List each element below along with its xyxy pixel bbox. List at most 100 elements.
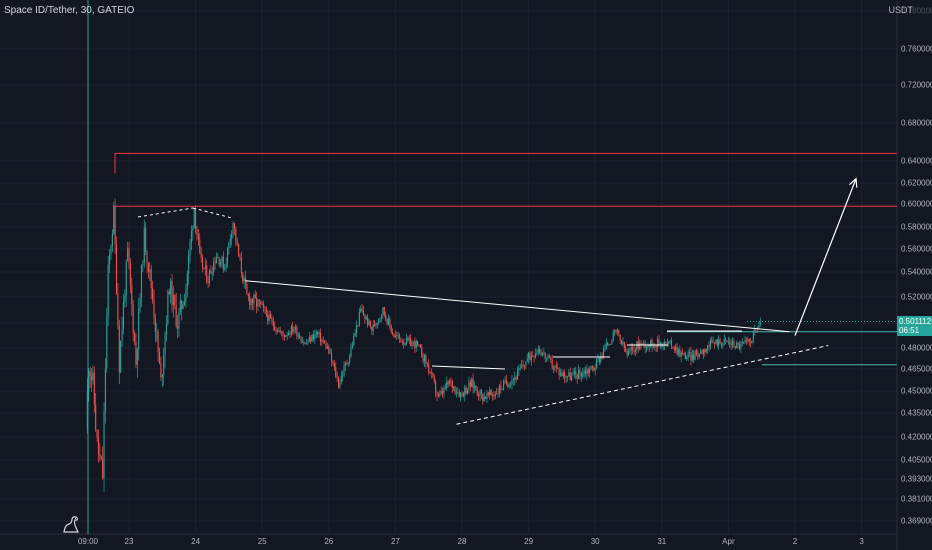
candle-body: [550, 357, 552, 360]
candle-body: [645, 347, 648, 349]
candle-body: [206, 265, 208, 282]
candle-body: [623, 342, 625, 349]
candle-body: [558, 368, 560, 376]
candle-body: [192, 227, 194, 231]
candle-body: [178, 311, 180, 329]
candle-body: [711, 340, 713, 342]
candle-body: [598, 358, 600, 362]
candle-body: [691, 354, 693, 361]
candle-body: [127, 248, 129, 261]
candle-body: [587, 369, 589, 373]
candle-body: [756, 328, 759, 330]
candle-body: [498, 385, 501, 393]
candle-body: [350, 347, 352, 357]
candle-body: [633, 349, 635, 352]
candle-body: [736, 342, 738, 349]
price-tick-label: 0.450000: [901, 386, 932, 396]
candle-body: [307, 341, 309, 343]
candle-body: [522, 364, 524, 366]
candle-body: [650, 339, 652, 347]
candle-body: [675, 346, 677, 350]
interval-label: 30: [75, 5, 92, 16]
candle-body: [172, 294, 174, 306]
candle-body: [614, 329, 616, 332]
candle-body: [718, 339, 720, 346]
candle-body: [331, 352, 333, 362]
candle-body: [372, 324, 374, 331]
candle-body: [265, 309, 267, 315]
candle-body: [537, 349, 539, 353]
candle-body: [347, 362, 349, 364]
candle-body: [568, 372, 570, 377]
candle-body: [554, 366, 556, 369]
candle-body: [579, 369, 581, 374]
candle-body: [400, 338, 402, 343]
candle-body: [602, 348, 605, 357]
candle-body: [640, 342, 642, 346]
price-tick-label: 0.435000: [901, 408, 932, 418]
projection-arrow-head-icon: [849, 177, 858, 188]
tradingview-logo-icon[interactable]: [60, 513, 82, 535]
candle-body: [486, 392, 488, 400]
candle-body: [226, 248, 229, 264]
candle-body: [709, 340, 711, 348]
candle-body: [336, 376, 338, 378]
candle-body: [754, 328, 756, 331]
price-tick-label: 0.540000: [901, 267, 932, 277]
candle-body: [417, 340, 419, 345]
candle-body: [643, 342, 645, 344]
candle-body: [102, 458, 104, 479]
candle-body: [748, 338, 750, 342]
candle-body: [207, 281, 209, 283]
candle-body: [242, 272, 244, 282]
candle-body: [135, 341, 137, 365]
candle-body: [428, 363, 430, 372]
candle-body: [626, 351, 628, 355]
candle-body: [285, 335, 287, 338]
candle-body: [175, 304, 177, 327]
candle-body: [677, 349, 679, 355]
candle-body: [314, 333, 316, 340]
candle-body: [750, 341, 752, 343]
candle-body: [165, 323, 168, 335]
candle-body: [720, 343, 723, 346]
candle-body: [349, 356, 351, 363]
candle-body: [168, 291, 170, 295]
candle-body: [482, 393, 484, 402]
candle-body: [279, 330, 281, 332]
candle-body: [214, 262, 216, 264]
minor-resistance-line: [431, 365, 506, 370]
time-tick-label: 29: [524, 537, 534, 546]
candle-body: [218, 256, 220, 265]
price-tick-label: 0.600000: [901, 199, 932, 209]
candle-body: [149, 269, 151, 272]
candle-body: [583, 370, 585, 374]
candle-body: [171, 280, 173, 306]
candle-body: [508, 384, 510, 387]
candle-body: [249, 296, 251, 305]
time-tick-label: 31: [657, 537, 667, 546]
candle-body: [519, 367, 521, 369]
candle-body: [719, 339, 721, 344]
candle-body: [387, 318, 390, 325]
candle-body: [493, 395, 495, 397]
candle-body: [504, 380, 506, 381]
candle-body: [511, 380, 513, 385]
candle-body: [122, 302, 124, 329]
candle-body: [225, 263, 227, 268]
candle-body: [479, 390, 481, 397]
candle-body: [572, 373, 574, 376]
candle-body: [239, 256, 241, 259]
candle-body: [221, 256, 223, 263]
candle-body: [193, 208, 195, 228]
candle-body: [332, 361, 334, 365]
price-tick-label: 0.560000: [901, 244, 932, 254]
candle-body: [686, 356, 688, 360]
candle-body: [315, 332, 317, 334]
candle-body: [647, 344, 649, 348]
candle-body: [601, 356, 603, 357]
candle-body: [397, 335, 399, 337]
candle-body: [390, 325, 392, 332]
candle-body: [551, 359, 553, 368]
